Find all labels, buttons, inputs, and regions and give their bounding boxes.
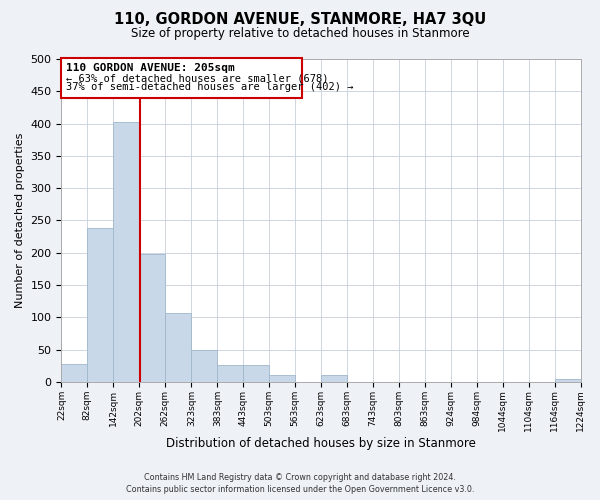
Bar xyxy=(554,378,581,382)
Text: Size of property relative to detached houses in Stanmore: Size of property relative to detached ho… xyxy=(131,28,469,40)
Text: 110, GORDON AVENUE, STANMORE, HA7 3QU: 110, GORDON AVENUE, STANMORE, HA7 3QU xyxy=(114,12,486,28)
Bar xyxy=(191,350,217,382)
Bar xyxy=(88,228,113,382)
Bar xyxy=(61,364,88,382)
Bar xyxy=(321,376,347,382)
Bar xyxy=(269,376,295,382)
Text: 37% of semi-detached houses are larger (402) →: 37% of semi-detached houses are larger (… xyxy=(66,82,353,92)
Bar xyxy=(217,365,243,382)
Text: 110 GORDON AVENUE: 205sqm: 110 GORDON AVENUE: 205sqm xyxy=(66,63,235,73)
Y-axis label: Number of detached properties: Number of detached properties xyxy=(15,132,25,308)
Bar xyxy=(243,365,269,382)
X-axis label: Distribution of detached houses by size in Stanmore: Distribution of detached houses by size … xyxy=(166,437,476,450)
Bar xyxy=(139,254,165,382)
Bar xyxy=(165,314,191,382)
Bar xyxy=(61,58,302,98)
Text: Contains HM Land Registry data © Crown copyright and database right 2024.
Contai: Contains HM Land Registry data © Crown c… xyxy=(126,472,474,494)
Text: ← 63% of detached houses are smaller (678): ← 63% of detached houses are smaller (67… xyxy=(66,73,328,83)
Bar xyxy=(113,122,139,382)
